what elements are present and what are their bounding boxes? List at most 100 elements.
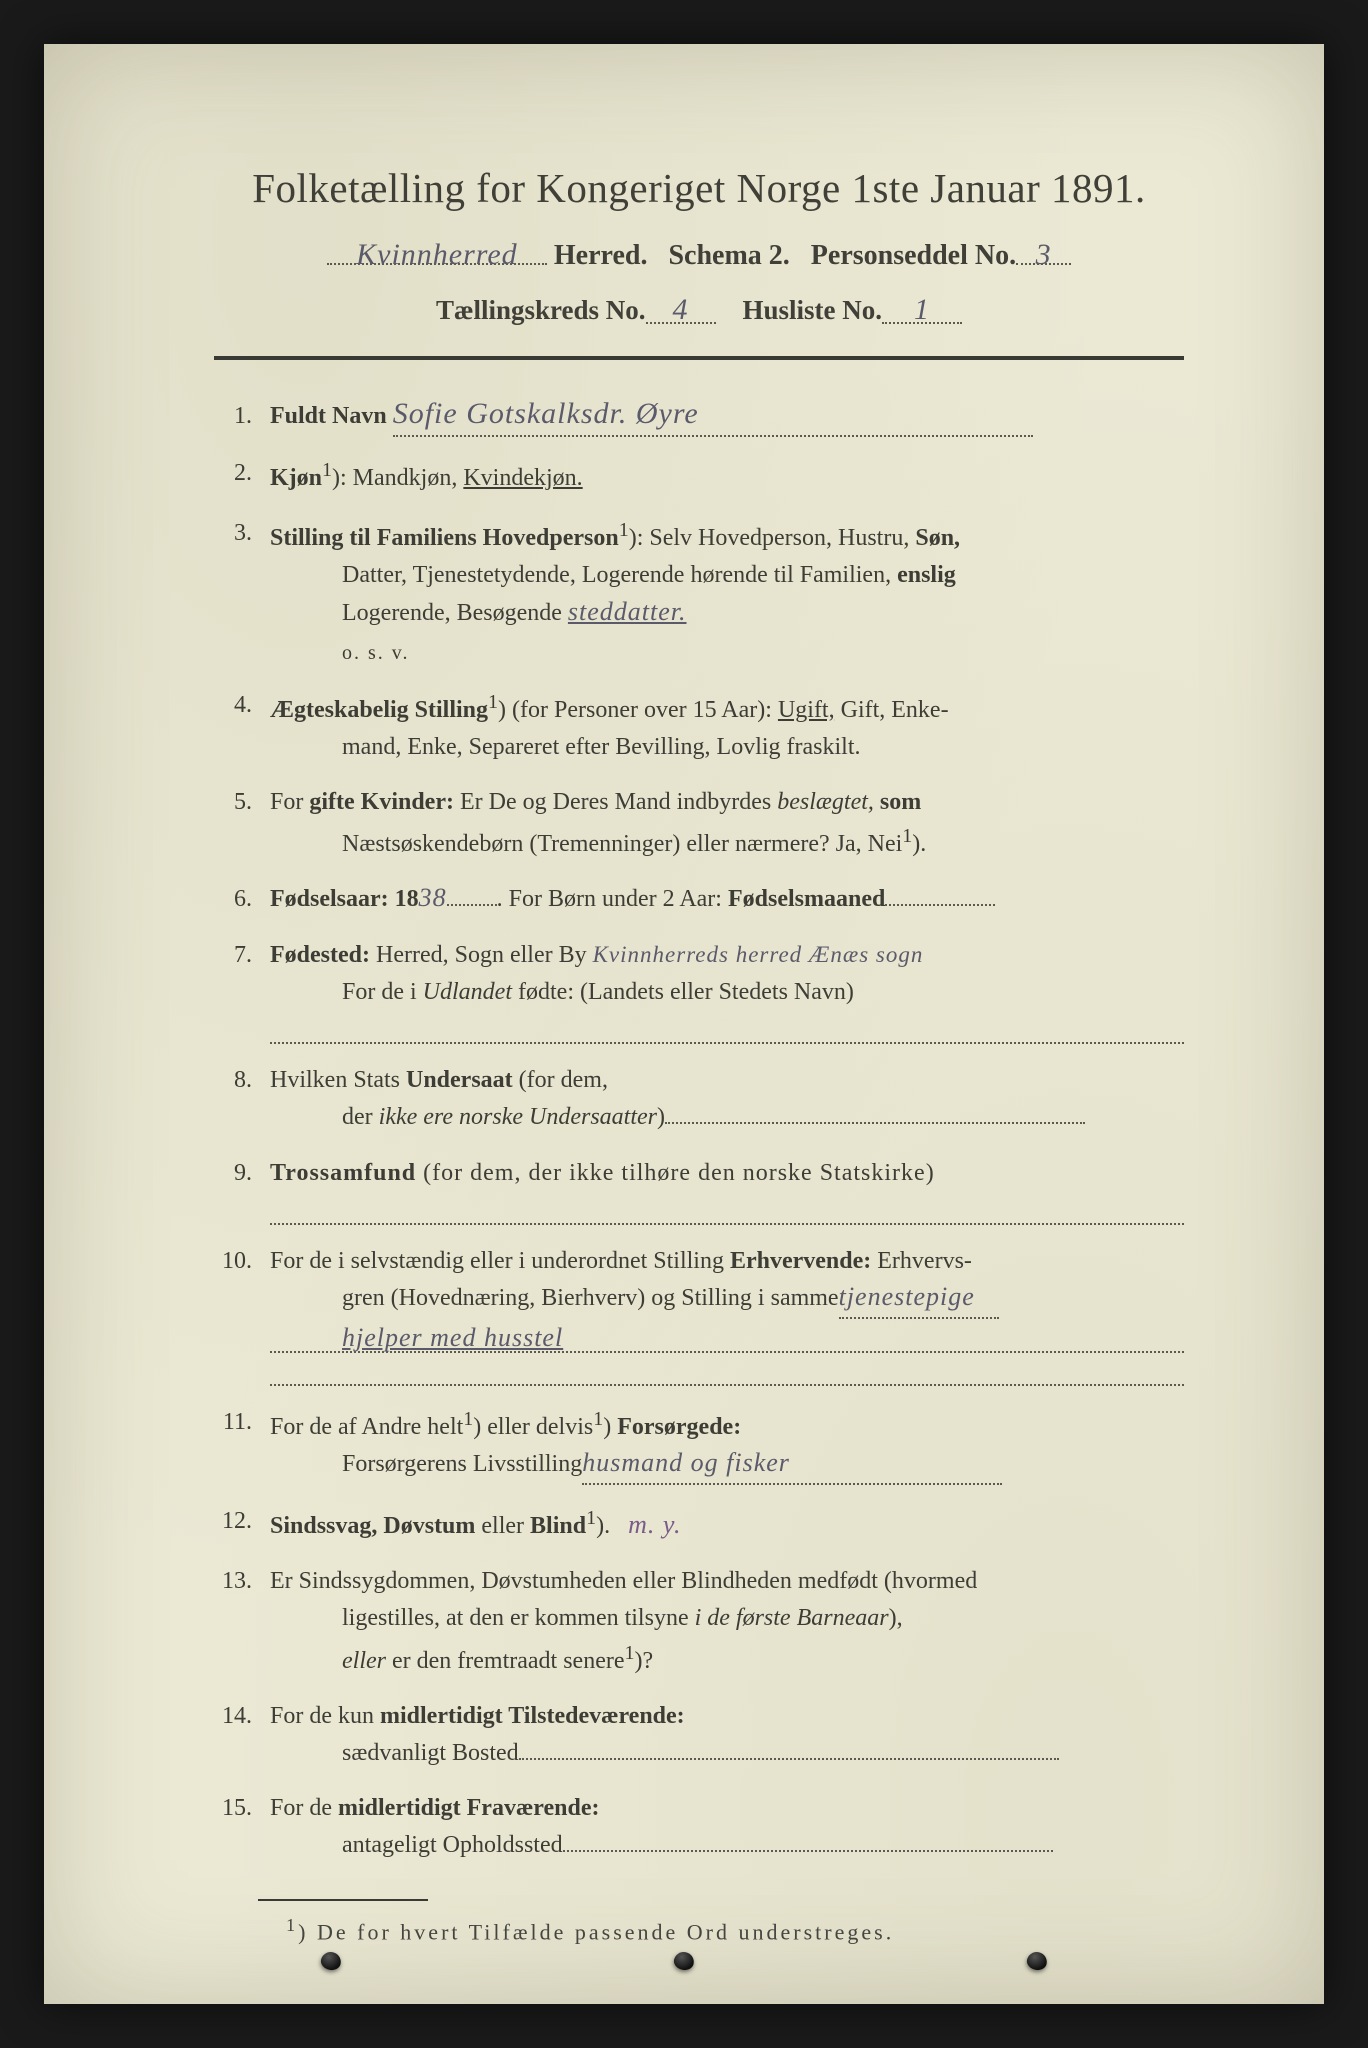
text: For de i selvstændig eller i underordnet… bbox=[270, 1248, 730, 1274]
bold: gifte Kvinder: bbox=[309, 789, 454, 815]
item-body: Fuldt Navn Sofie Gotskalksdr. Øyre bbox=[270, 398, 1184, 437]
text: Hvilken Stats bbox=[270, 1067, 406, 1093]
husliste-no: 1 bbox=[914, 296, 930, 323]
pin-icon bbox=[672, 1950, 695, 1972]
line2: antageligt Opholdssted bbox=[270, 1827, 1184, 1864]
item-num: 15. bbox=[214, 1790, 270, 1864]
line2: For de i Udlandet fødte: (Landets eller … bbox=[270, 974, 1184, 1011]
census-form-page: Folketælling for Kongeriget Norge 1ste J… bbox=[44, 44, 1324, 2004]
item-num: 11. bbox=[214, 1404, 270, 1485]
item-body: Stilling til Familiens Hovedperson1): Se… bbox=[270, 515, 1184, 669]
dots bbox=[665, 1122, 1085, 1124]
bold: midlertidigt Tilstedeværende: bbox=[380, 1703, 685, 1729]
bold: som bbox=[880, 789, 921, 815]
husliste-field: 1 bbox=[882, 295, 962, 325]
hand: husmand og fisker bbox=[582, 1451, 790, 1474]
pin-icon bbox=[1026, 1950, 1049, 1972]
sup: 1 bbox=[619, 519, 629, 541]
hand: tjenestepige bbox=[839, 1285, 975, 1308]
item-5: 5. For gifte Kvinder: Er De og Deres Man… bbox=[214, 784, 1184, 863]
text: For de bbox=[270, 1795, 338, 1821]
sup: 1 bbox=[463, 1408, 473, 1430]
label: Kjøn bbox=[270, 465, 322, 491]
tkreds-label: Tællingskreds No. bbox=[436, 295, 646, 325]
item-body: For de i selvstændig eller i underordnet… bbox=[270, 1243, 1184, 1386]
item-7: 7. Fødested: Herred, Sogn eller By Kvinn… bbox=[214, 937, 1184, 1045]
item-14: 14. For de kun midlertidigt Tilstedevære… bbox=[214, 1698, 1184, 1772]
text: eller bbox=[475, 1513, 530, 1539]
bold: Undersaat bbox=[406, 1067, 513, 1093]
footnote-text: ) De for hvert Tilfælde passende Ord und… bbox=[298, 1919, 894, 1944]
text: . For Børn under 2 Aar: bbox=[497, 886, 728, 912]
item-num: 14. bbox=[214, 1698, 270, 1772]
husliste-label: Husliste No. bbox=[743, 295, 883, 325]
sup: 1 bbox=[586, 1507, 596, 1529]
line2: mand, Enke, Separeret efter Bevilling, L… bbox=[270, 729, 1184, 766]
item-body: Kjøn1): Mandkjøn, Kvindekjøn. bbox=[270, 455, 1184, 497]
full-name-hand: Sofie Gotskalksdr. Øyre bbox=[393, 400, 699, 427]
text: (for dem, bbox=[513, 1067, 608, 1093]
main-title: Folketælling for Kongeriget Norge 1ste J… bbox=[214, 164, 1184, 212]
personseddel-no-field: 3 bbox=[1016, 234, 1071, 265]
underlined: Ugift, bbox=[778, 697, 835, 723]
sup: 1 bbox=[593, 1408, 603, 1430]
item-body: Sindssvag, Døvstum eller Blind1). m. y. bbox=[270, 1503, 1184, 1545]
item-11: 11. For de af Andre helt1) eller delvis1… bbox=[214, 1404, 1184, 1485]
herred-handwritten: Kvinnherred bbox=[356, 241, 518, 268]
text: ) eller delvis bbox=[473, 1414, 593, 1440]
sup: 1 bbox=[488, 691, 498, 713]
bold: Erhvervende: bbox=[730, 1248, 871, 1274]
text: ): Selv Hovedperson, Hustru, bbox=[629, 525, 916, 551]
line2: gren (Hovednæring, Bierhverv) og Stillin… bbox=[270, 1280, 1184, 1319]
item-1: 1. Fuldt Navn Sofie Gotskalksdr. Øyre bbox=[214, 398, 1184, 437]
item-body: Trossamfund (for dem, der ikke tilhøre d… bbox=[270, 1155, 1184, 1225]
footnote-rule bbox=[258, 1899, 428, 1901]
line2: sædvanligt Bosted bbox=[270, 1735, 1184, 1772]
item-num: 7. bbox=[214, 937, 270, 1045]
tkreds-no: 4 bbox=[673, 296, 689, 323]
item-body: Hvilken Stats Undersaat (for dem, der ik… bbox=[270, 1062, 1184, 1136]
bold: midlertidigt Fraværende: bbox=[338, 1795, 600, 1821]
personseddel-no: 3 bbox=[1036, 241, 1052, 268]
item-12: 12. Sindssvag, Døvstum eller Blind1). m.… bbox=[214, 1503, 1184, 1545]
bold: Forsørgede: bbox=[617, 1414, 741, 1440]
item-num: 4. bbox=[214, 687, 270, 766]
item-num: 12. bbox=[214, 1503, 270, 1545]
dots bbox=[519, 1758, 1059, 1760]
footnote: 1) De for hvert Tilfælde passende Ord un… bbox=[214, 1915, 1184, 1945]
line2: Datter, Tjenestetydende, Logerende høren… bbox=[270, 557, 1184, 594]
subtitle-row-2: Tællingskreds No. 4 Husliste No. 1 bbox=[214, 295, 1184, 326]
item-body: Er Sindssygdommen, Døvstumheden eller Bl… bbox=[270, 1563, 1184, 1680]
year-hand: 38 bbox=[419, 886, 447, 909]
item-body: Fødested: Herred, Sogn eller By Kvinnher… bbox=[270, 937, 1184, 1045]
item-body: Fødselsaar: 1838. For Børn under 2 Aar: … bbox=[270, 881, 1184, 918]
item-num: 6. bbox=[214, 881, 270, 918]
sup: 1 bbox=[286, 1915, 298, 1935]
label: Sindssvag, Døvstum bbox=[270, 1513, 475, 1539]
item-15: 15. For de midlertidigt Fraværende: anta… bbox=[214, 1790, 1184, 1864]
text: Herred, Sogn eller By bbox=[370, 942, 587, 968]
item-10: 10. For de i selvstændig eller i underor… bbox=[214, 1243, 1184, 1386]
dots bbox=[563, 1850, 1053, 1852]
name-field: Sofie Gotskalksdr. Øyre bbox=[393, 398, 1033, 437]
text: ): Mandkjøn, bbox=[332, 465, 463, 491]
text: ) (for Personer over 15 Aar): bbox=[498, 697, 778, 723]
dots: husmand og fisker bbox=[582, 1446, 1002, 1485]
text: Gift, Enke- bbox=[835, 697, 949, 723]
herred-label: Herred. bbox=[554, 240, 648, 271]
sup: 1 bbox=[322, 459, 332, 481]
item-num: 3. bbox=[214, 515, 270, 669]
label: Ægteskabelig Stilling bbox=[270, 697, 488, 723]
subtitle-row-1: Kvinnherred Herred. Schema 2. Personsedd… bbox=[214, 234, 1184, 279]
item-8: 8. Hvilken Stats Undersaat (for dem, der… bbox=[214, 1062, 1184, 1136]
line2: Forsørgerens Livsstillinghusmand og fisk… bbox=[270, 1446, 1184, 1485]
item-num: 9. bbox=[214, 1155, 270, 1225]
italic: beslægtet, bbox=[777, 789, 874, 815]
line3: Logerende, Besøgende steddatter. bbox=[270, 595, 1184, 632]
birthplace-hand: Kvinnherreds herred Ænæs sogn bbox=[593, 945, 924, 966]
osv: o. s. v. bbox=[270, 638, 1184, 669]
personseddel-label: Personseddel No. bbox=[811, 240, 1016, 271]
bold: Søn, bbox=[915, 525, 960, 551]
bold: Fødselsmaaned bbox=[728, 886, 885, 912]
herred-field: Kvinnherred bbox=[327, 234, 547, 265]
